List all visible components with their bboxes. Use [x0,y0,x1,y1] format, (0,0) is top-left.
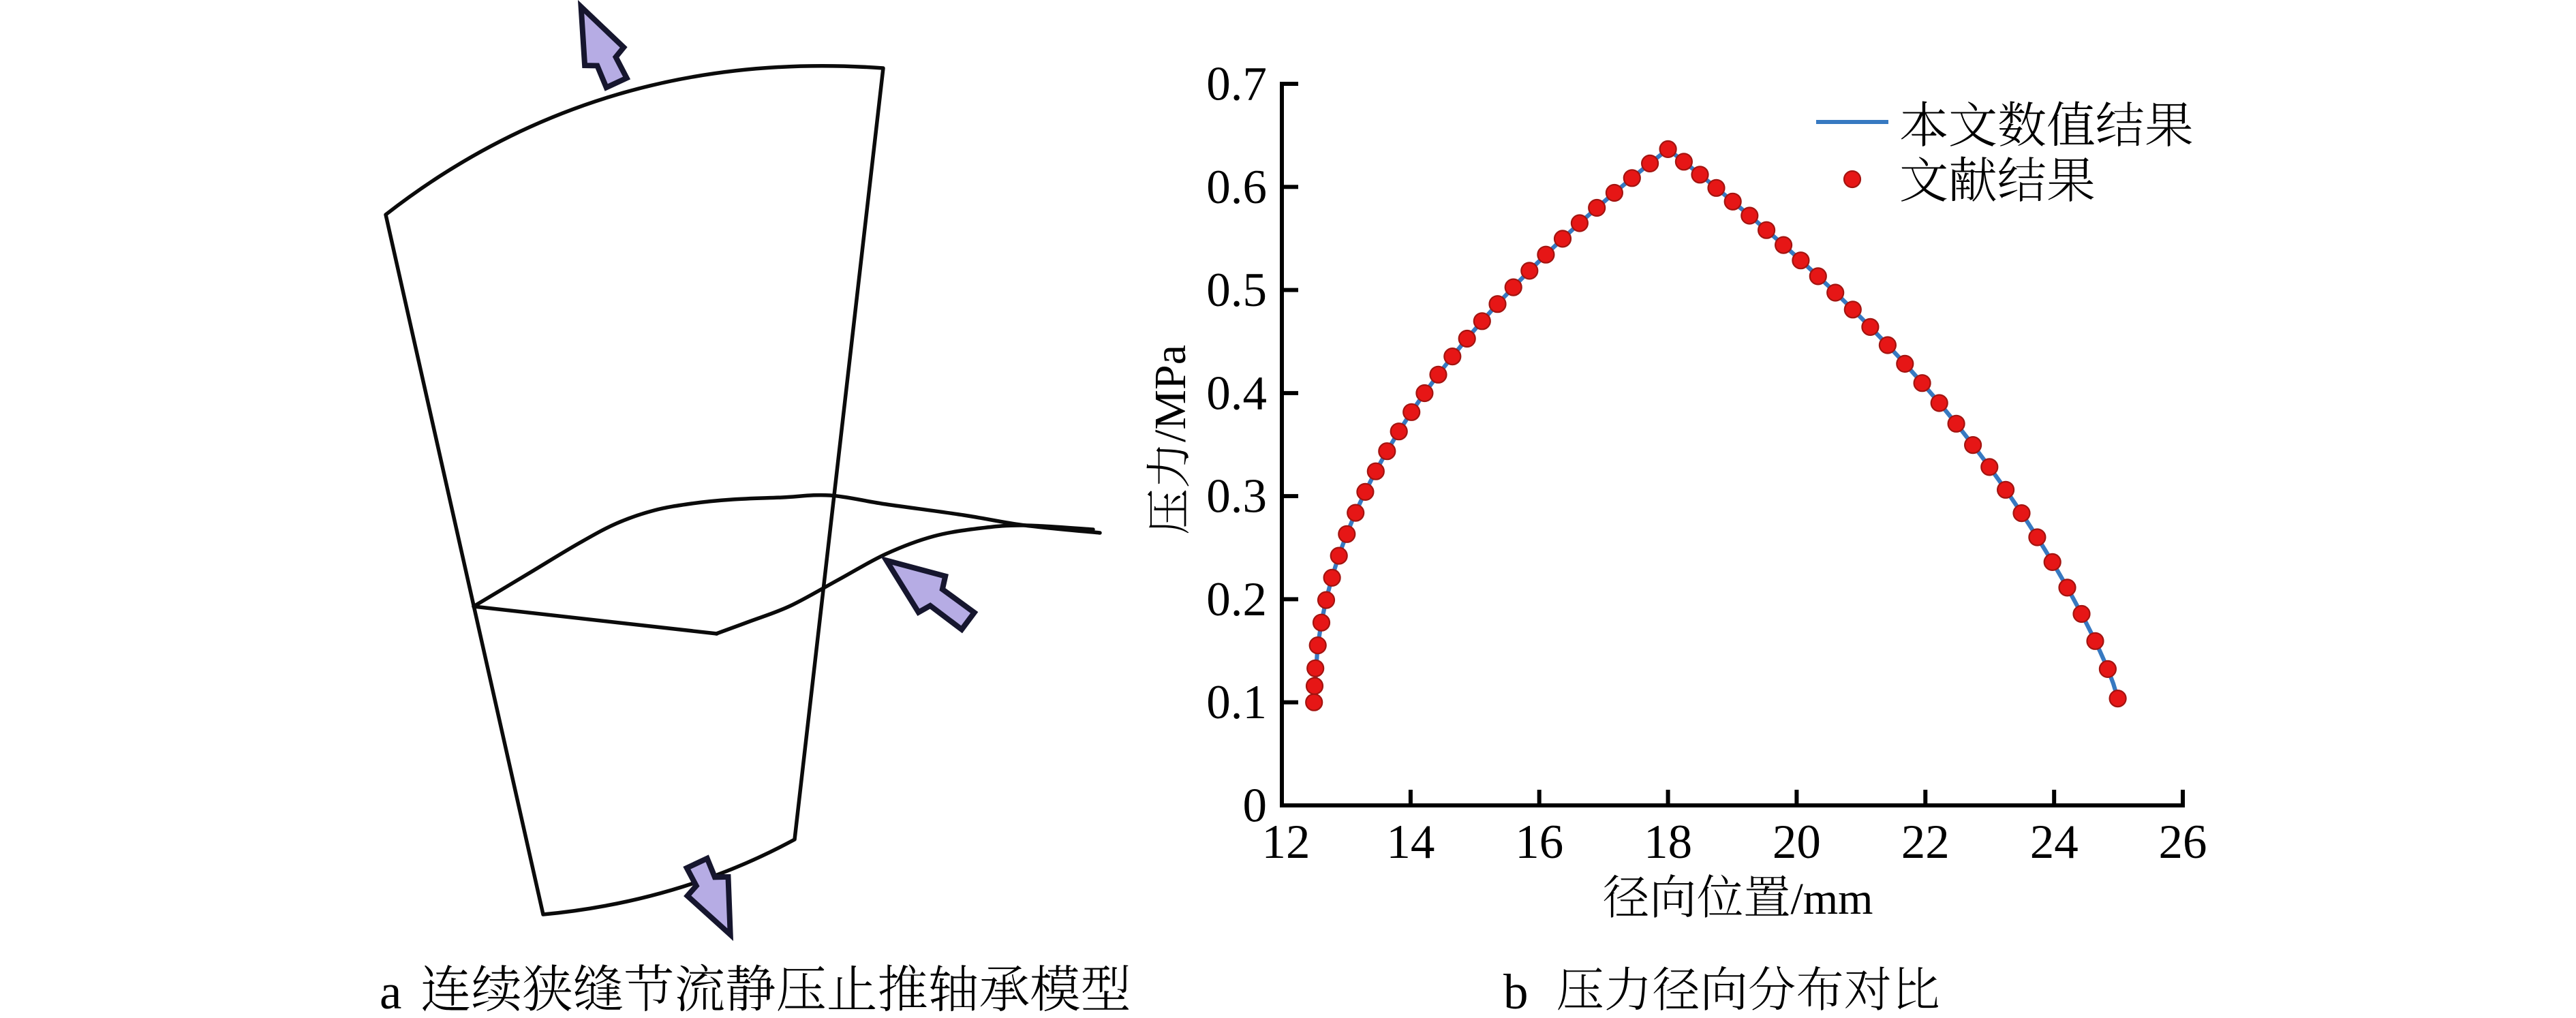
svg-text:0.4: 0.4 [1206,367,1267,420]
svg-text:/mm: /mm [1791,874,1873,924]
svg-text:12: 12 [1262,816,1310,869]
svg-text:24: 24 [2030,816,2079,869]
svg-text:22: 22 [1901,816,1950,869]
svg-text:0.6: 0.6 [1206,161,1267,214]
svg-text:18: 18 [1644,816,1692,869]
svg-text:/MPa: /MPa [1146,345,1195,442]
svg-text:0.1: 0.1 [1206,676,1267,729]
svg-text:0: 0 [1243,780,1268,833]
svg-text:a: a [380,964,401,1018]
svg-text:b: b [1503,964,1529,1018]
svg-text:0.3: 0.3 [1206,470,1267,523]
svg-text:0.2: 0.2 [1206,573,1267,626]
svg-text:26: 26 [2159,816,2207,869]
svg-text:16: 16 [1515,816,1563,869]
svg-text:0.5: 0.5 [1206,264,1267,317]
svg-text:0.7: 0.7 [1206,58,1267,111]
svg-text:14: 14 [1386,816,1435,869]
svg-text:20: 20 [1773,816,1821,869]
